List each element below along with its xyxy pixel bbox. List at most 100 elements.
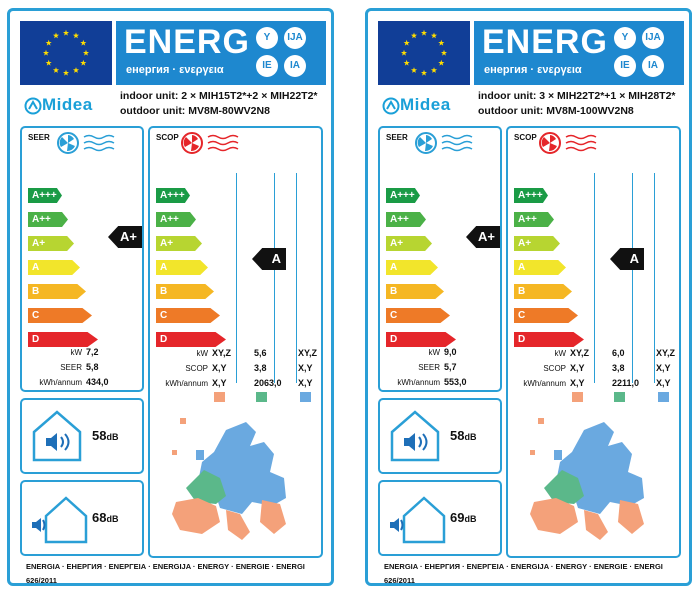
class-label: C [32, 310, 40, 321]
outdoor-noise-level: 69dB [450, 510, 476, 525]
indoor-noise-panel: 58dB [20, 398, 144, 474]
energy-title: ENERG [482, 23, 608, 61]
indoor-unit-line: indoor unit: 2 × MIH15T2*+2 × MIH22T2* [120, 90, 318, 102]
scop-class-arrow: A++ [514, 212, 554, 227]
climate-value: X,Y [570, 378, 585, 388]
class-label: B [32, 286, 40, 297]
energy-subtitle: енергия · ενεργεια [484, 64, 582, 76]
outdoor-noise-panel: 69dB [378, 480, 502, 556]
language-badge: IE [614, 55, 636, 77]
regulation-number: 626/2011 [384, 576, 415, 585]
outdoor-unit-line: outdoor unit: MV8M-80WV2N8 [120, 105, 270, 117]
seer-label: SEER [418, 363, 440, 372]
seer-kw-value: 7,2 [86, 347, 99, 357]
midea-logo-icon [24, 97, 42, 115]
scop-rating-arrow: A [610, 248, 644, 270]
scop-value: 3,8 [612, 363, 625, 373]
scop-label: SCOP [543, 364, 566, 373]
class-label: A+++ [518, 190, 543, 201]
climate-value: X,Y [212, 378, 227, 388]
indoor-noise-panel: 58dB [378, 398, 502, 474]
indoor-sound-house-icon [390, 410, 440, 462]
energy-footer-text: ENERGIA · ЕНЕРГИЯ · ΕΝΕΡΓΕΙΑ · ENERGIJA … [26, 562, 305, 571]
energy-footer-text: ENERGIA · ЕНЕРГИЯ · ΕΝΕΡΓΕΙΑ · ENERGIJA … [384, 562, 663, 571]
climate-value: X,Y [298, 363, 313, 373]
scop-title: SCOP [514, 133, 537, 142]
climate-value: X,Y [656, 378, 671, 388]
heating-fan-icon [181, 132, 239, 154]
climate-value: X,Y [656, 363, 671, 373]
class-label: A++ [160, 214, 179, 225]
db-unit: dB [464, 514, 477, 524]
scop-kw-value: 5,6 [254, 348, 267, 358]
class-label: D [390, 334, 398, 345]
class-label: A+ [32, 238, 46, 249]
warm-zone-swatch [300, 392, 311, 402]
class-label: B [390, 286, 398, 297]
kwh-label: kWh/annum [165, 379, 208, 388]
class-label: B [160, 286, 168, 297]
scop-class-arrow: B [156, 284, 214, 299]
seer-class-arrow: A+ [386, 236, 432, 251]
brand-name: Midea [400, 95, 451, 114]
label-header: ENERG енергия · ενεργεια Y IJA IE IA [376, 17, 684, 89]
scop-panel: SCOP A+++ A++ A+ A B C D A kW SCOP kWh/annum X… [148, 126, 323, 558]
energy-banner: ENERG енергия · ενεργεια Y IJA IE IA [474, 21, 684, 85]
europe-climate-map-icon [172, 418, 286, 540]
model-info: indoor unit: 3 × MIH22T2*+1 × MIH28T2* o… [478, 89, 676, 119]
regulation-number: 626/2011 [26, 576, 57, 585]
seer-class-arrow: B [28, 284, 86, 299]
climate-divider [632, 173, 633, 383]
warm-climate-header: XY,Z [656, 348, 676, 358]
seer-class-arrow: A [386, 260, 438, 275]
indoor-unit-line: indoor unit: 3 × MIH22T2*+1 × MIH28T2* [478, 90, 676, 102]
class-label: D [160, 334, 168, 345]
climate-value: X,Y [570, 363, 585, 373]
outdoor-unit-line: outdoor unit: MV8M-100WV2N8 [478, 105, 634, 117]
outdoor-sound-house-icon [32, 496, 88, 544]
climate-divider [296, 173, 297, 383]
class-label: A [390, 262, 398, 273]
seer-class-arrow: A++ [28, 212, 68, 227]
kwh-label: kWh/annum [397, 378, 440, 387]
class-label: A [518, 262, 526, 273]
climate-value: X,Y [212, 363, 227, 373]
class-label: A+ [160, 238, 174, 249]
seer-panel: SEER A+++ A++ A+ A B C D A+ kW 7,2 SEER 5,8 kW… [20, 126, 144, 392]
model-info: indoor unit: 2 × MIH15T2*+2 × MIH22T2* o… [120, 89, 318, 119]
climate-divider [594, 173, 595, 383]
kw-label: kW [554, 349, 566, 358]
kw-label: kW [70, 348, 82, 357]
class-label: A+ [390, 238, 404, 249]
seer-rating-arrow: A+ [466, 226, 500, 248]
class-label: A [160, 262, 168, 273]
language-badge: IA [642, 55, 664, 77]
seer-class-arrow: A [28, 260, 80, 275]
scop-class-arrow: A [514, 260, 566, 275]
average-zone-swatch [256, 392, 267, 402]
warm-climate-header: XY,Z [298, 348, 318, 358]
cooling-fan-icon [57, 132, 115, 154]
energy-label-1: ENERG енергия · ενεργεια Y IJA IE IA Mid… [7, 8, 334, 586]
seer-kwh-value: 553,0 [444, 377, 467, 387]
indoor-noise-level: 58dB [450, 428, 476, 443]
eu-flag-icon [20, 21, 112, 85]
scop-panel: SCOP A+++ A++ A+ A B C D A kW SCOP kWh/annum X… [506, 126, 681, 558]
seer-value: 5,7 [444, 362, 457, 372]
class-label: B [518, 286, 526, 297]
language-badge: IJA [284, 27, 306, 49]
seer-class-arrow: A++ [386, 212, 426, 227]
seer-kwh-value: 434,0 [86, 377, 109, 387]
energy-banner: ENERG енергия · ενεργεια Y IJA IE IA [116, 21, 326, 85]
climate-divider [236, 173, 237, 383]
climate-divider [274, 173, 275, 383]
seer-class-arrow: C [28, 308, 92, 323]
kw-label: kW [196, 349, 208, 358]
db-unit: dB [106, 514, 119, 524]
language-badge: IJA [642, 27, 664, 49]
indoor-db-value: 58 [450, 428, 465, 443]
db-unit: dB [464, 432, 477, 442]
energy-label-2: ENERG енергия · ενεργεια Y IJA IE IA Mid… [365, 8, 692, 586]
label-header: ENERG енергия · ενεργεια Y IJA IE IA [18, 17, 326, 89]
scop-class-arrow: A++ [156, 212, 196, 227]
